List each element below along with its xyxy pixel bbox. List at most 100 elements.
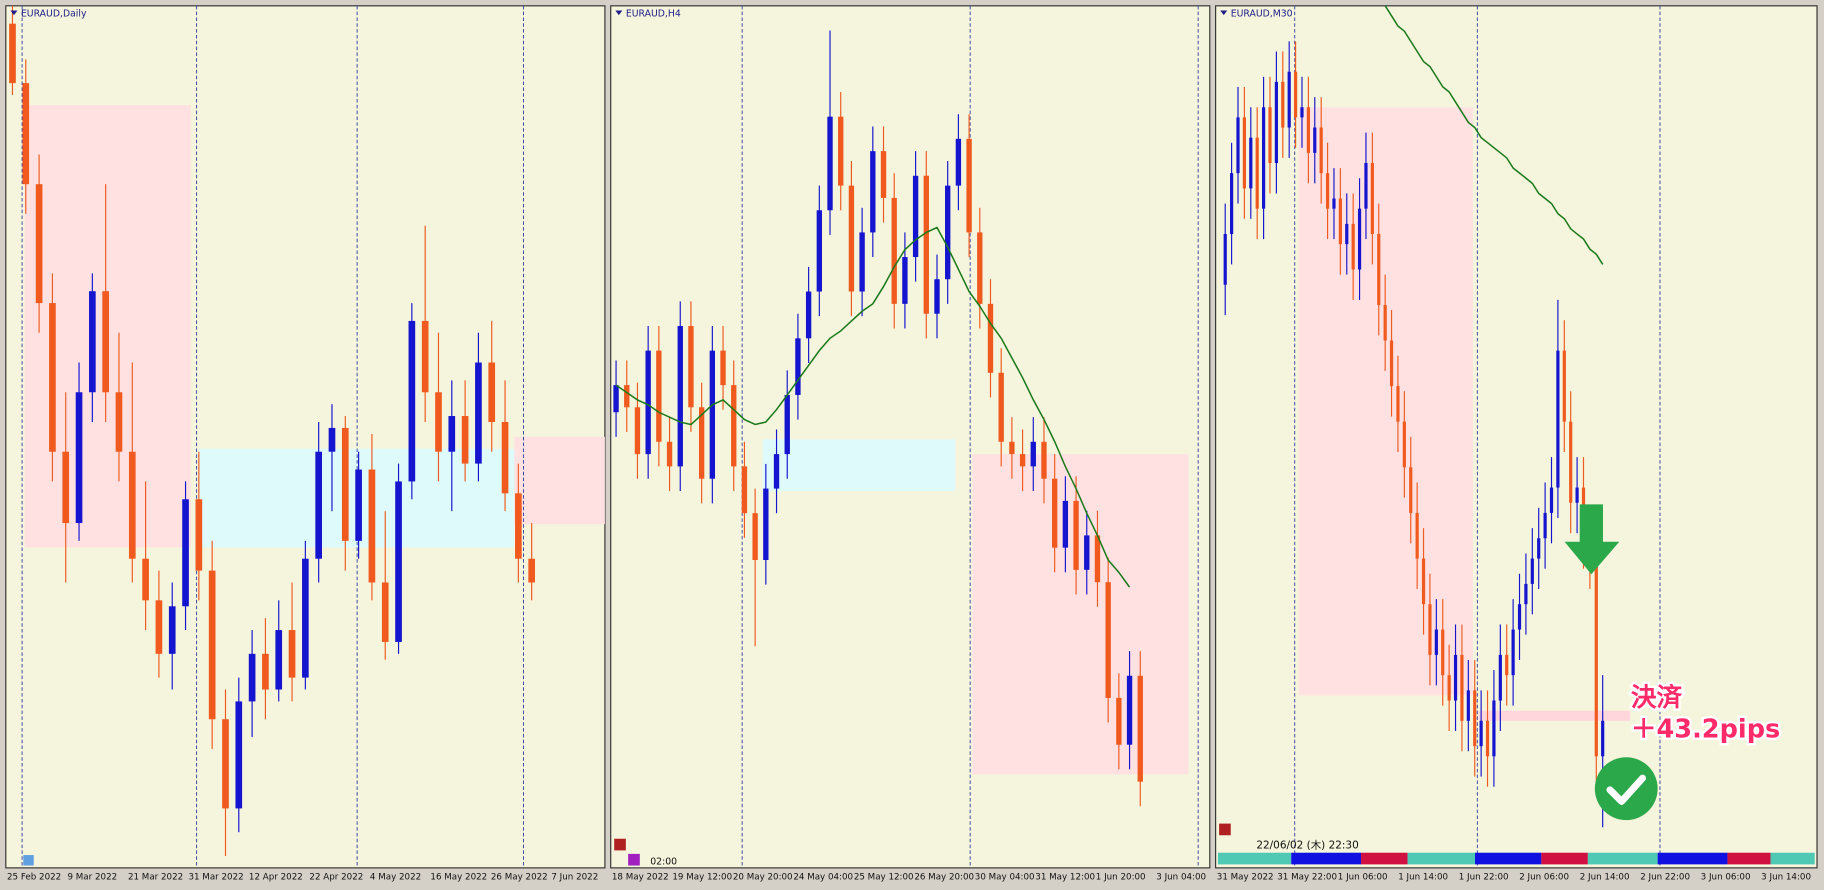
- candle-body: [341, 427, 349, 541]
- candle-body: [168, 606, 176, 654]
- candle-body: [288, 630, 296, 678]
- x-tick-label: 31 May 22:00: [1277, 873, 1337, 883]
- candle-body: [1009, 441, 1015, 455]
- candle-body: [1543, 512, 1547, 539]
- candle-body: [315, 451, 322, 559]
- candle-body: [235, 701, 243, 809]
- candle-body: [955, 138, 962, 186]
- candle-body: [89, 291, 96, 393]
- candle-body: [49, 303, 56, 452]
- candle-body: [624, 385, 630, 408]
- candle-body: [1255, 137, 1259, 209]
- title-marker: [10, 10, 18, 16]
- candle-body: [923, 175, 929, 314]
- candle-body: [1261, 107, 1266, 209]
- candle-body: [395, 481, 402, 642]
- time-label: 22/06/02 (木) 22:30: [1256, 840, 1358, 852]
- x-tick-label: 31 May 2022: [1217, 873, 1274, 883]
- candle-body: [381, 582, 389, 642]
- candle-body: [709, 350, 716, 479]
- candle-body: [1447, 675, 1451, 701]
- candle-body: [1030, 441, 1036, 467]
- candle-body: [859, 232, 865, 292]
- icon: [1219, 823, 1231, 836]
- candle-body: [698, 407, 705, 479]
- moving-average: [615, 226, 1131, 588]
- status-bar: [1770, 852, 1815, 865]
- zone: [1478, 710, 1631, 721]
- candle-body: [1441, 629, 1445, 676]
- candle-body: [763, 488, 769, 560]
- x-tick-label: 19 May 12:00: [672, 873, 732, 883]
- candle-body: [1325, 173, 1330, 209]
- candle-body: [248, 653, 256, 702]
- candle-body: [666, 441, 673, 467]
- candle-body: [945, 185, 951, 280]
- x-tick-label: 1 Jun 06:00: [1338, 873, 1388, 883]
- candle-body: [912, 175, 919, 258]
- status-bar: [1541, 852, 1588, 865]
- candle-body: [1300, 107, 1304, 118]
- candle-body: [773, 454, 780, 489]
- status-bar: [1217, 852, 1292, 865]
- candle-body: [1041, 441, 1047, 479]
- title-marker: [615, 10, 623, 16]
- candle-body: [102, 291, 109, 393]
- candle-body: [966, 138, 972, 233]
- candle-body: [328, 427, 336, 452]
- candle-body: [208, 570, 216, 720]
- chart-panel: EURAUD,Daily 25 Feb 2022 9 Mar 2022 21 Mar …: [5, 5, 606, 883]
- candle-body: [934, 279, 940, 314]
- candle-body: [1084, 535, 1090, 570]
- candle-body: [1485, 720, 1490, 757]
- candle-body: [1052, 478, 1058, 548]
- candle-body: [1116, 697, 1122, 745]
- candle-body: [1421, 558, 1426, 605]
- candle-body: [155, 600, 163, 654]
- candle-body: [870, 151, 876, 233]
- candle-body: [1498, 654, 1502, 701]
- candle-body: [408, 320, 416, 482]
- candle-body: [1364, 163, 1368, 209]
- candle-body: [421, 320, 429, 393]
- x-tick-label: 2 Jun 06:00: [1519, 873, 1569, 883]
- candle-body: [731, 385, 737, 467]
- candle-body: [1019, 454, 1026, 467]
- x-tick-label: 2 Jun 22:00: [1640, 873, 1690, 883]
- candle-body: [515, 493, 522, 559]
- x-tick-label: 20 May 20:00: [733, 873, 793, 883]
- panel-title: EURAUD,Daily: [21, 8, 87, 19]
- candle-body: [1094, 535, 1101, 583]
- title-marker: [1220, 10, 1228, 16]
- candle-body: [448, 416, 456, 452]
- x-tick-label: 7 Jun 2022: [551, 873, 598, 883]
- candle-body: [1409, 467, 1413, 513]
- check-mark: [1606, 774, 1647, 805]
- candle-body: [1569, 421, 1573, 503]
- arrow-down: [1564, 504, 1620, 575]
- candle-body: [1137, 675, 1143, 782]
- x-tick-label: 2 Jun 14:00: [1580, 873, 1630, 883]
- candle-body: [1105, 582, 1111, 698]
- candle-body: [115, 392, 123, 452]
- candle-body: [1062, 500, 1069, 548]
- candle-body: [35, 184, 43, 304]
- candle-body: [1530, 558, 1534, 584]
- x-tick-label: 30 May 04:00: [975, 873, 1035, 883]
- candle-body: [1293, 71, 1298, 118]
- candle-body: [1492, 700, 1496, 757]
- zone: [1298, 107, 1473, 696]
- candle-body: [998, 372, 1004, 442]
- candle-body: [1556, 350, 1560, 488]
- candle-body: [1287, 71, 1291, 128]
- icon: [628, 853, 640, 866]
- x-tick-label: 12 Apr 2022: [249, 873, 303, 883]
- status-bar: [1407, 852, 1476, 865]
- candle-body: [475, 362, 482, 464]
- candle-body: [142, 558, 149, 601]
- x-tick-label: 22 Apr 2022: [309, 873, 363, 883]
- x-tick-label: 1 Jun 22:00: [1459, 873, 1509, 883]
- candle-body: [880, 151, 887, 198]
- candle-body: [1389, 340, 1394, 387]
